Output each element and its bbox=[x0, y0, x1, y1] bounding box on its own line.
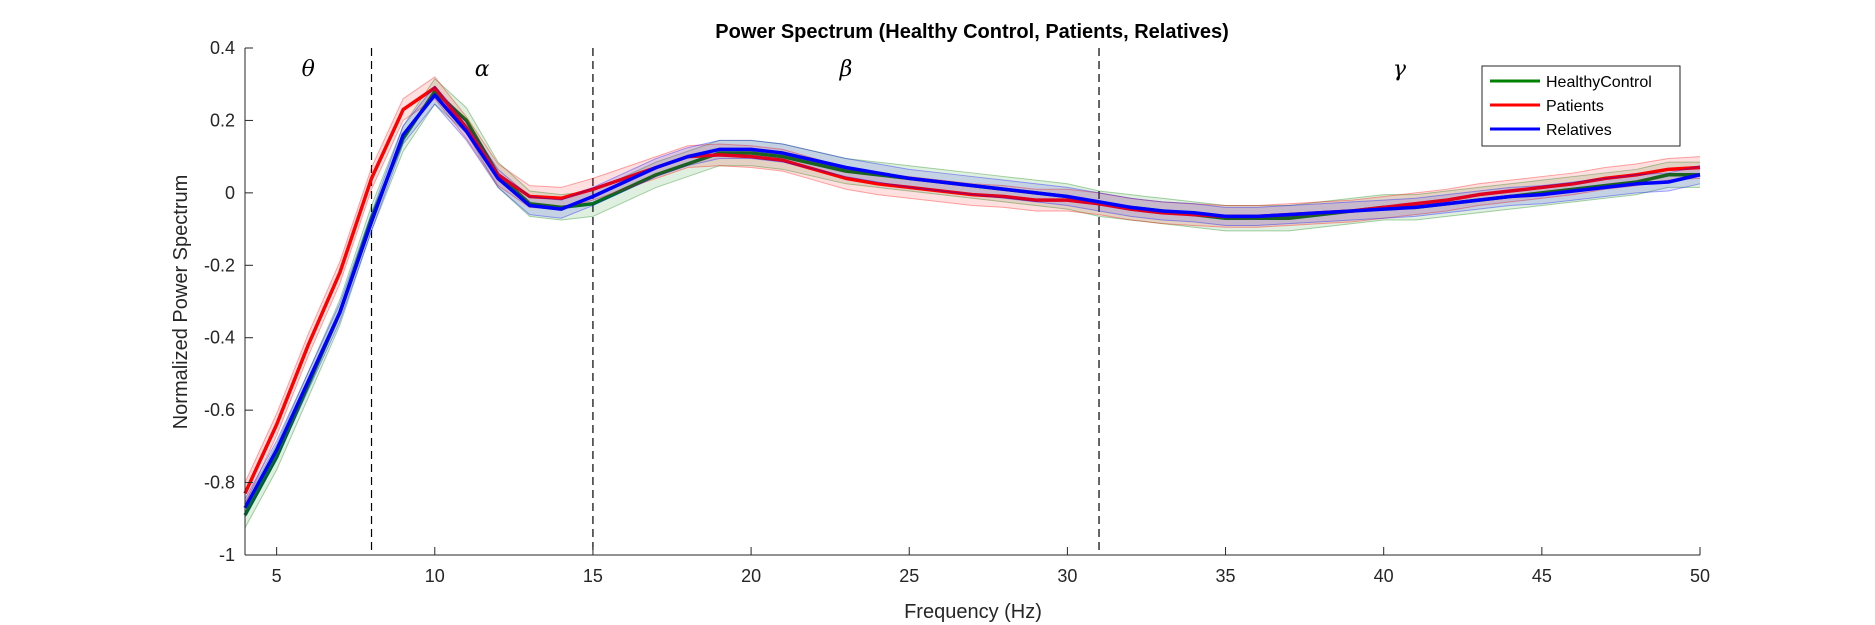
legend-entry: Patients bbox=[1546, 98, 1604, 115]
series-line bbox=[243, 93, 1701, 509]
x-tick-label: 45 bbox=[1532, 566, 1552, 586]
x-tick-label: 15 bbox=[583, 566, 603, 586]
band-label: β bbox=[839, 57, 853, 82]
x-tick-label: 5 bbox=[272, 566, 282, 586]
series-error-upper bbox=[244, 76, 1701, 483]
legend-box bbox=[1481, 65, 1681, 147]
legend-entry: HealthyControl bbox=[1546, 74, 1652, 91]
x-tick-label: 20 bbox=[741, 566, 761, 586]
x-tick-label: 40 bbox=[1374, 566, 1394, 586]
axes-layer: 5 10 15 20 25 30 35 40 45 50 -1 -0.8 -0.6 -0.4 -0.2 0 0.… bbox=[204, 38, 1710, 586]
legend: HealthyControl Patients Relatives bbox=[1481, 65, 1681, 147]
series-error-band bbox=[245, 86, 1700, 517]
x-tick-label: 10 bbox=[425, 566, 445, 586]
series-error-lower bbox=[244, 103, 1700, 529]
x-tick-label: 35 bbox=[1216, 566, 1236, 586]
y-tick-label: -0.2 bbox=[204, 255, 235, 275]
band-label: α bbox=[475, 57, 490, 82]
series-line bbox=[243, 89, 1700, 517]
legend-entry: Relatives bbox=[1546, 122, 1612, 139]
y-tick-label: 0 bbox=[225, 183, 235, 203]
chart-title: Power Spectrum (Healthy Control, Patient… bbox=[715, 21, 1228, 43]
x-tick-label: 50 bbox=[1690, 566, 1710, 586]
series-error-upper bbox=[244, 85, 1701, 500]
x-tick-label: 30 bbox=[1057, 566, 1077, 586]
series-layer bbox=[243, 76, 1701, 529]
y-tick-label: -1 bbox=[219, 545, 235, 565]
band-label: θ bbox=[302, 57, 315, 82]
y-tick-label: -0.6 bbox=[204, 400, 235, 420]
series-error-upper bbox=[244, 78, 1700, 503]
y-tick-label: -0.4 bbox=[204, 328, 235, 348]
y-tick-label: 0.2 bbox=[210, 110, 235, 130]
band-label: γ bbox=[1393, 57, 1407, 82]
x-tick-label: 25 bbox=[899, 566, 919, 586]
x-axis-label: Frequency (Hz) bbox=[904, 601, 1042, 623]
series-error-lower bbox=[244, 103, 1701, 518]
y-tick-label: -0.8 bbox=[204, 473, 235, 493]
y-axis-label: Normalized Power Spectrum bbox=[170, 175, 192, 430]
y-tick-label: 0.4 bbox=[210, 38, 235, 58]
series-error-lower bbox=[244, 98, 1701, 505]
series-line bbox=[243, 86, 1701, 495]
